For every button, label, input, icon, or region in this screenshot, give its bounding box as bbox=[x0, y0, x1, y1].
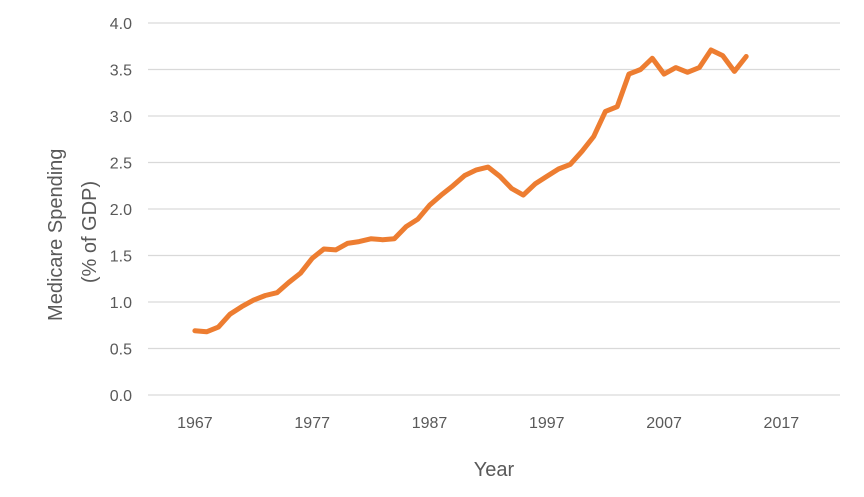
x-axis-title: Year bbox=[474, 459, 515, 481]
x-axis-ticks: 1967 1977 1987 1997 2007 2017 bbox=[177, 415, 799, 432]
y-axis-title-line-1: Medicare Spending bbox=[45, 149, 67, 321]
y-tick-label: 0.5 bbox=[110, 342, 132, 359]
y-tick-label: 2.0 bbox=[110, 202, 132, 219]
series-line-0 bbox=[192, 47, 749, 335]
x-tick-label: 2007 bbox=[646, 415, 682, 432]
gridlines bbox=[148, 22, 840, 396]
series-group bbox=[192, 47, 749, 335]
x-tick-label: 1997 bbox=[529, 415, 565, 432]
x-tick-label: 2017 bbox=[764, 415, 800, 432]
y-tick-label: 0.0 bbox=[110, 388, 132, 405]
y-axis-title-line-2: (% of GDP) bbox=[79, 181, 101, 283]
y-tick-label: 1.5 bbox=[110, 249, 132, 266]
y-tick-label: 3.5 bbox=[110, 63, 132, 80]
y-axis-title: Medicare Spending (% of GDP) bbox=[45, 143, 101, 321]
y-tick-label: 1.0 bbox=[110, 295, 132, 312]
y-axis-ticks: 0.0 0.5 1.0 1.5 2.0 2.5 3.0 3.5 4.0 bbox=[110, 16, 132, 405]
x-tick-label: 1967 bbox=[177, 415, 213, 432]
x-tick-label: 1987 bbox=[412, 415, 448, 432]
y-tick-label: 3.0 bbox=[110, 109, 132, 126]
x-tick-label: 1977 bbox=[294, 415, 330, 432]
y-tick-label: 4.0 bbox=[110, 16, 132, 33]
y-tick-label: 2.5 bbox=[110, 156, 132, 173]
